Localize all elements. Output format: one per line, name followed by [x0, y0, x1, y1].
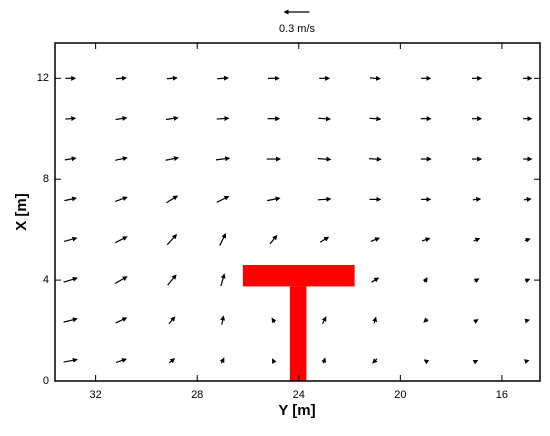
- x-tick-label: 32: [90, 389, 102, 401]
- vector-arrow: [523, 196, 532, 202]
- vector-arrow: [165, 156, 180, 162]
- vector-arrow: [369, 156, 382, 162]
- vector-arrow: [372, 316, 378, 324]
- vector-arrow: [423, 317, 429, 323]
- vector-arrow: [166, 234, 178, 246]
- vector-arrow: [422, 277, 428, 283]
- vector-arrow: [523, 359, 530, 365]
- vector-arrow: [219, 357, 225, 364]
- vector-arrow: [369, 116, 382, 122]
- vector-arrow: [272, 358, 277, 364]
- vector-arrow: [63, 357, 78, 363]
- vector-arrow: [473, 237, 481, 243]
- vector-arrow: [166, 195, 179, 204]
- vector-arrow: [168, 316, 176, 325]
- y-tick-label: 0: [43, 375, 49, 387]
- vector-arrow: [423, 359, 430, 365]
- vector-arrow: [219, 233, 227, 246]
- vector-arrow: [168, 358, 176, 364]
- vector-arrow: [115, 358, 127, 364]
- reference-label: 0.3 m/s: [279, 23, 316, 35]
- vector-arrow: [166, 75, 178, 81]
- vector-arrow: [472, 196, 482, 202]
- y-axis-label: X [m]: [13, 193, 30, 231]
- vector-arrow: [524, 237, 531, 243]
- vector-arrow: [421, 237, 431, 243]
- vector-arrow: [63, 317, 78, 323]
- vector-arrow: [115, 156, 128, 162]
- vector-arrow: [216, 116, 230, 122]
- y-tick-label: 8: [43, 173, 49, 185]
- vector-arrow: [216, 195, 230, 203]
- vector-arrow: [372, 358, 378, 364]
- vector-arrow: [115, 115, 128, 121]
- y-tick-label: 12: [37, 72, 49, 84]
- vector-arrow: [319, 236, 330, 243]
- vector-arrow: [220, 273, 226, 287]
- vector-arrow: [473, 278, 480, 284]
- x-tick-label: 16: [496, 389, 508, 401]
- obstacle: [242, 264, 355, 287]
- vector-arrow: [63, 276, 78, 283]
- vector-arrow: [217, 75, 229, 81]
- vector-arrow: [318, 116, 331, 122]
- vector-arrow: [114, 276, 128, 284]
- vector-arrow: [371, 277, 380, 283]
- x-tick-label: 28: [191, 389, 203, 401]
- vector-arrow: [472, 359, 479, 365]
- vector-arrow: [114, 236, 128, 244]
- vector-arrow: [167, 274, 177, 286]
- vector-arrow: [215, 156, 231, 162]
- x-tick-label: 20: [394, 389, 406, 401]
- vector-arrow: [220, 315, 226, 325]
- vector-arrow: [473, 319, 479, 324]
- y-tick-label: 4: [43, 274, 49, 286]
- plot-frame: [54, 42, 541, 382]
- vector-arrow: [115, 75, 127, 81]
- vector-arrow: [317, 156, 332, 162]
- vector-arrow: [317, 196, 332, 202]
- vector-arrow: [65, 116, 77, 122]
- vector-arrow: [269, 234, 278, 245]
- vector-arrow: [115, 317, 128, 324]
- vector-arrow: [321, 316, 327, 325]
- obstacle: [289, 286, 307, 381]
- x-axis-label: Y [m]: [278, 402, 315, 419]
- vector-arrow: [63, 236, 78, 242]
- vector-arrow: [321, 357, 327, 364]
- vector-arrow: [267, 196, 281, 202]
- vector-arrow: [524, 318, 530, 324]
- vector-arrow: [369, 75, 381, 81]
- vector-arrow: [64, 156, 77, 162]
- vector-arrow: [64, 196, 78, 202]
- vector-arrow: [370, 237, 381, 242]
- x-tick-label: 24: [293, 389, 305, 401]
- vector-arrow: [271, 317, 277, 324]
- vector-arrow: [115, 196, 128, 203]
- vector-arrow: [165, 115, 179, 121]
- vector-arrow: [524, 278, 531, 284]
